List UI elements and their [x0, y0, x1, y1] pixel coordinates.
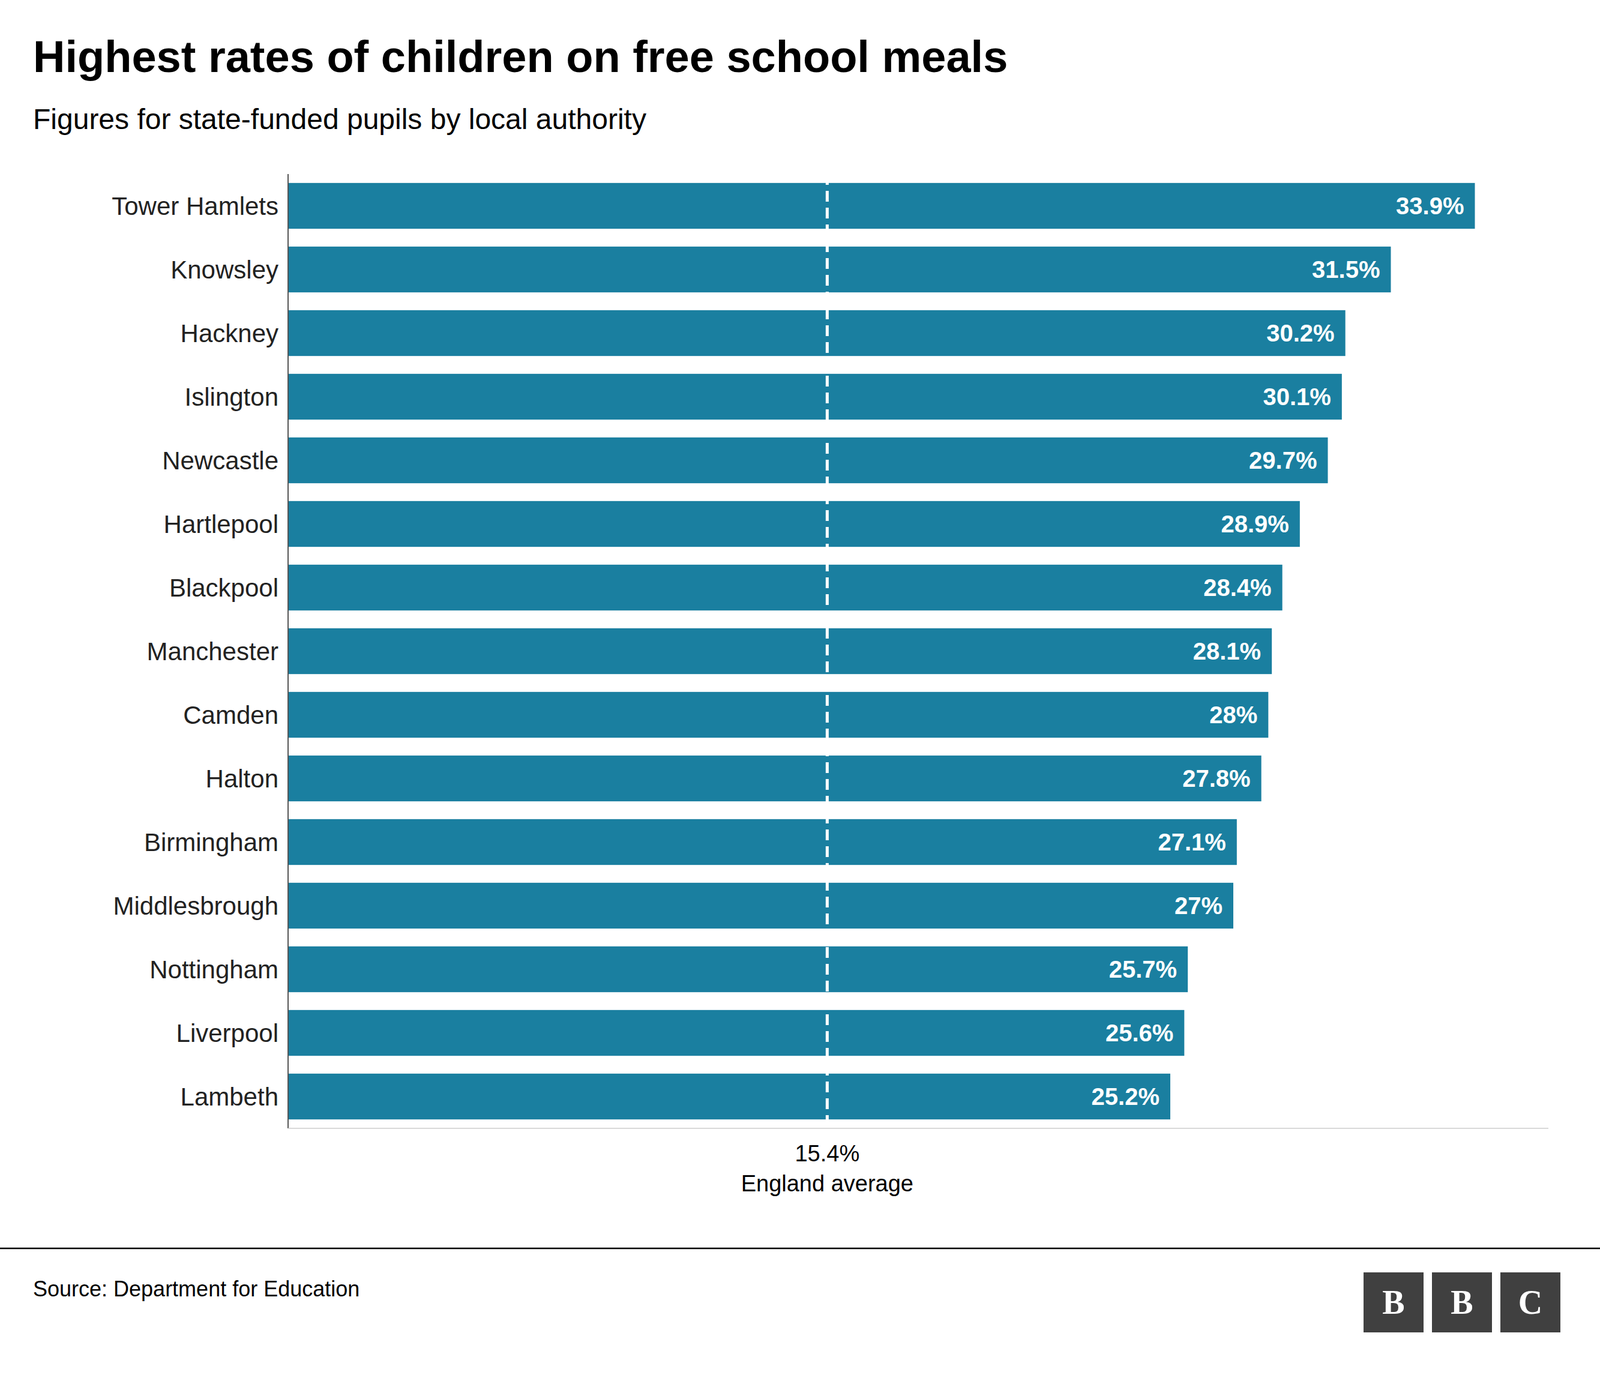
- average-text: England average: [741, 1170, 914, 1197]
- bar: [288, 628, 1272, 674]
- category-label: Blackpool: [169, 573, 279, 602]
- data-label: 29.7%: [1248, 447, 1317, 474]
- data-label: 30.1%: [1262, 383, 1331, 410]
- bar: [288, 882, 1234, 929]
- category-label: Middlesbrough: [112, 891, 279, 921]
- logo-box: [1500, 1272, 1561, 1333]
- source: Source: Department for Education: [33, 1276, 360, 1302]
- bar: [288, 564, 1283, 611]
- average-label: 15.4%: [794, 1140, 860, 1167]
- bar: [288, 501, 1300, 547]
- bar: [288, 246, 1392, 293]
- category-label: Hackney: [180, 319, 279, 348]
- data-label: 28.4%: [1203, 574, 1272, 601]
- logo-box: [1431, 1272, 1492, 1333]
- bar: [288, 437, 1329, 484]
- category-label: Knowsley: [170, 255, 279, 284]
- data-label: 30.2%: [1266, 319, 1335, 347]
- data-label: 33.9%: [1395, 192, 1464, 220]
- data-label: 27.1%: [1157, 828, 1226, 856]
- category-label: Liverpool: [176, 1019, 279, 1048]
- bar: [288, 691, 1269, 738]
- category-label: Manchester: [147, 637, 279, 666]
- category-label: Camden: [183, 700, 279, 730]
- page: {"chart_data": { "type": "bar", "orienta…: [0, 0, 1600, 1375]
- title: Highest rates of children on free school…: [33, 31, 1008, 82]
- y-axis-line: [287, 174, 289, 1129]
- data-label: 27%: [1174, 892, 1223, 919]
- data-label: 25.2%: [1091, 1083, 1160, 1110]
- logo-box: [1363, 1272, 1424, 1333]
- category-label: Hartlepool: [163, 510, 279, 539]
- bar: [288, 755, 1262, 802]
- category-label: Tower Hamlets: [111, 192, 279, 221]
- bar: [288, 1010, 1185, 1056]
- background: [0, 0, 1600, 1375]
- category-label: Newcastle: [162, 446, 279, 475]
- subtitle: Figures for state-funded pupils by local…: [33, 103, 647, 136]
- category-label: Lambeth: [180, 1082, 279, 1111]
- data-label: 28.1%: [1193, 637, 1261, 665]
- bar: [288, 183, 1476, 229]
- bar: [288, 946, 1188, 993]
- data-label: 31.5%: [1311, 256, 1380, 283]
- category-label: Birmingham: [144, 828, 279, 857]
- data-label: 28.9%: [1220, 510, 1289, 538]
- logo-letter: B: [1382, 1283, 1405, 1321]
- category-label: Nottingham: [149, 955, 279, 984]
- bars: [288, 174, 1476, 1129]
- bar: [288, 373, 1342, 420]
- separator: [0, 1247, 1600, 1250]
- logo-letter: B: [1450, 1283, 1473, 1321]
- x-axis-line: [288, 1127, 1549, 1129]
- category-label: Islington: [184, 382, 279, 412]
- bar: [288, 819, 1237, 865]
- bar: [288, 310, 1346, 356]
- data-label: 28%: [1209, 701, 1258, 728]
- data-label: 25.7%: [1109, 956, 1177, 983]
- data-label: 27.8%: [1182, 765, 1251, 792]
- category-label: Halton: [205, 764, 279, 793]
- logo-letter: C: [1518, 1283, 1543, 1321]
- average-line: [825, 174, 829, 1129]
- data-label: 25.6%: [1105, 1019, 1174, 1047]
- bar: [288, 1073, 1171, 1120]
- chart: Highest rates of children on free school…: [0, 0, 1600, 1375]
